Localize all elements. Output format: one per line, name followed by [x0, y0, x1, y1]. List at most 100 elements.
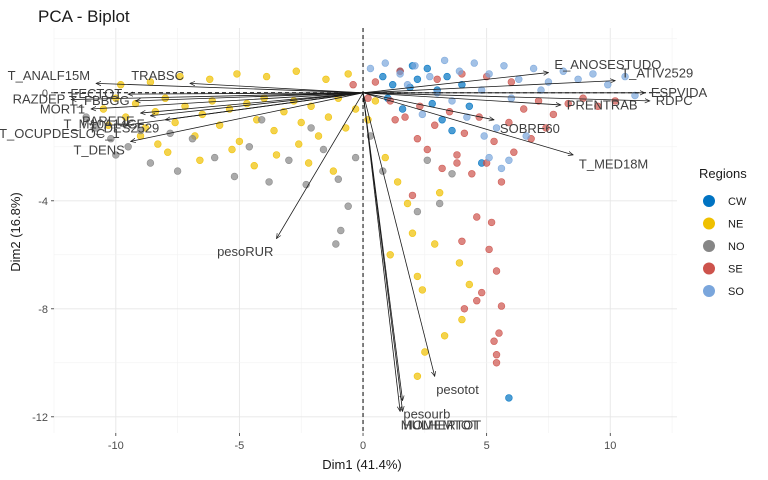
var-label-pesorur: pesoRUR [217, 244, 273, 259]
point-se [492, 351, 501, 359]
point-se [510, 148, 518, 156]
point-so [470, 59, 478, 67]
point-no [136, 126, 145, 135]
point-so [426, 72, 434, 81]
arrow-t_fbbgg [136, 92, 364, 101]
y-tick-label: -12 [32, 412, 48, 424]
point-se [497, 302, 506, 310]
point-ne [206, 75, 214, 84]
point-se [485, 245, 493, 254]
point-no [307, 124, 315, 132]
point-se [391, 116, 399, 124]
point-ne [171, 118, 179, 127]
point-so [418, 110, 427, 119]
var-label-t_fbbgg: T_FBBGG [69, 93, 130, 108]
point-so [507, 94, 516, 102]
point-ne [272, 151, 281, 159]
point-so [500, 62, 508, 70]
point-ne [304, 159, 313, 167]
point-se [401, 113, 409, 121]
point-no [257, 116, 266, 124]
arrow-homemtot [362, 92, 403, 412]
point-ne [262, 72, 271, 81]
point-cw [448, 126, 456, 135]
point-no [319, 145, 328, 154]
point-se [371, 78, 380, 86]
arrow-e_anosestudo [362, 73, 548, 94]
point-se [413, 135, 422, 143]
var-label-rdpc: RDPC [656, 93, 693, 108]
reference-lines [54, 28, 677, 433]
x-tick-label: 0 [360, 440, 366, 452]
point-ne [393, 178, 402, 186]
point-se [497, 178, 506, 186]
point-so [497, 164, 506, 173]
legend-swatch-no [703, 240, 715, 252]
point-se [468, 170, 476, 178]
point-ne [233, 70, 241, 78]
point-se [542, 124, 550, 132]
legend: Regions CW NE NO SE SO [699, 166, 747, 298]
legend-title: Regions [699, 166, 747, 181]
point-ne [371, 97, 380, 105]
point-ne [161, 94, 169, 102]
legend-label-ne: NE [728, 219, 743, 231]
point-ne [154, 140, 162, 148]
point-so [485, 153, 493, 162]
point-se [492, 359, 501, 367]
point-so [505, 156, 513, 165]
point-ne [297, 118, 305, 127]
point-cw [379, 72, 387, 81]
point-se [431, 121, 439, 129]
point-se [460, 129, 469, 138]
point-ne [421, 348, 429, 356]
point-se [579, 94, 587, 102]
arrow-t_ativ2529 [363, 81, 615, 94]
x-tick-label: 10 [604, 440, 616, 452]
point-so [480, 132, 488, 140]
point-so [631, 91, 639, 100]
point-cw [438, 116, 446, 124]
point-ne [235, 137, 244, 146]
point-so [411, 62, 419, 70]
point-ne [228, 145, 236, 154]
point-ne [99, 105, 108, 113]
point-no [448, 170, 456, 178]
legend-label-cw: CW [728, 196, 747, 208]
axis-ticks: -10 -5 0 5 10 -12 -8 -4 0 [32, 88, 616, 452]
point-ne [329, 167, 338, 175]
var-label-razdep: RAZDEP [13, 92, 66, 107]
point-se [505, 118, 513, 127]
var-label-prentrab: PRENTRAB [567, 97, 638, 112]
var-label-t_dens: T_DENS [73, 143, 125, 158]
data-points [82, 56, 639, 402]
var-label-trabsc: TRABSC [131, 68, 184, 83]
point-so [515, 75, 523, 84]
var-label-t_des2529: T_DES2529 [88, 121, 159, 136]
legend-label-so: SO [728, 286, 744, 298]
point-no [332, 240, 340, 248]
point-ne [465, 280, 474, 289]
arrow-mulhertot [362, 92, 400, 412]
point-se [492, 267, 501, 275]
var-label-t_analf15m: T_ANALF15M [8, 68, 90, 83]
arrow-prentrab [363, 92, 561, 105]
point-so [448, 97, 456, 105]
point-ne [386, 251, 394, 259]
point-cw [443, 72, 451, 81]
var-label-parede: PAREDE [82, 114, 135, 129]
point-ne [295, 140, 303, 148]
arrow-trabsc [190, 83, 364, 94]
var-label-mort1: MORT1 [40, 101, 85, 116]
point-so [529, 64, 538, 73]
point-ne [403, 199, 412, 208]
point-se [460, 305, 469, 313]
point-ne [250, 162, 258, 170]
point-no [230, 172, 239, 181]
point-se [490, 137, 498, 146]
point-no [351, 153, 360, 162]
arrow-parede [141, 92, 364, 113]
point-ne [431, 240, 439, 248]
point-no [107, 135, 115, 143]
